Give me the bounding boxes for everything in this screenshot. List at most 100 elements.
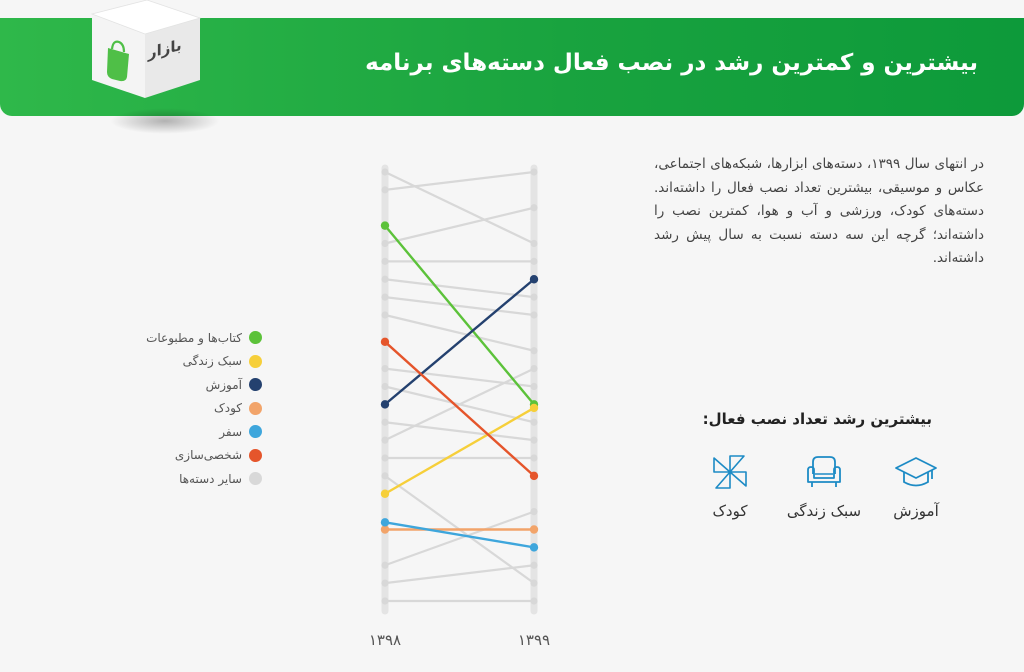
other-category-point (381, 293, 389, 301)
series-line-2 (384, 278, 535, 406)
bazaar-logo: بازار (82, 0, 207, 112)
other-category-point (530, 239, 538, 248)
x-axis-labels: ۱۳۹۸ ۱۳۹۹ (369, 631, 550, 649)
legend-item: کودک (146, 397, 262, 421)
series-line-1 (384, 406, 535, 495)
growth-item-education: آموزش (866, 452, 966, 520)
other-category-line (384, 170, 535, 191)
legend-swatch (249, 378, 262, 392)
other-category-point (530, 293, 538, 301)
other-category-point (381, 472, 389, 480)
legend-label: سبک زندگی (182, 354, 242, 369)
other-category-line (384, 206, 535, 245)
other-category-point (381, 454, 389, 462)
graduation-cap-icon (895, 457, 937, 487)
legend-swatch (249, 354, 262, 368)
other-category-point (530, 168, 538, 176)
other-category-line (384, 313, 535, 352)
other-category-point (381, 561, 389, 569)
legend-swatch (249, 401, 262, 415)
pinwheel-icon (713, 455, 747, 489)
other-category-point (530, 311, 538, 319)
other-category-line (384, 367, 535, 388)
legend-item: آموزش (146, 373, 262, 397)
legend-label: آموزش (205, 377, 242, 392)
armchair-icon (807, 456, 841, 487)
chart-legend: کتاب‌ها و مطبوعات سبک زندگی آموزش کودک سفر شخ… (146, 326, 262, 491)
growth-item-lifestyle: سبک زندگی (774, 452, 874, 520)
series-point-1-1398 (380, 489, 390, 498)
legend-item: سفر (146, 420, 262, 444)
other-category-point (530, 508, 538, 516)
logo-shadow (110, 108, 220, 134)
legend-swatch (249, 425, 262, 439)
other-category-point (530, 418, 538, 426)
highlighted-categories-lines (380, 221, 539, 552)
other-category-point (381, 311, 389, 319)
other-category-line (384, 367, 535, 442)
other-category-point (530, 257, 538, 265)
other-category-point (381, 382, 389, 391)
description-text: در انتهای سال ۱۳۹۹، دسته‌های ابزارها، شب… (654, 156, 984, 266)
other-category-point (381, 597, 389, 605)
other-category-line (384, 296, 535, 317)
x-tick-label: ۱۳۹۹ (518, 631, 550, 649)
other-category-point (530, 365, 538, 373)
legend-swatch (249, 448, 262, 462)
growth-item-label: سبک زندگی (786, 502, 862, 520)
other-category-point (381, 365, 389, 373)
series-point-3-1398 (380, 525, 390, 534)
x-tick-label: ۱۳۹۸ (369, 631, 401, 649)
legend-item: کتاب‌ها و مطبوعات (146, 326, 262, 350)
other-category-point (381, 186, 389, 194)
other-category-point (530, 382, 538, 391)
legend-swatch (249, 331, 262, 345)
other-category-point (381, 239, 389, 248)
page-title: بیشترین و کمترین رشد در نصب فعال دسته‌ها… (365, 50, 978, 76)
legend-label: سفر (219, 424, 242, 439)
growth-item-label: آموزش (893, 502, 939, 520)
series-point-2-1398 (380, 400, 390, 409)
other-category-line (384, 278, 535, 299)
other-category-point (530, 597, 538, 605)
legend-label: شخصی‌سازی (174, 448, 242, 463)
legend-swatch (249, 472, 262, 486)
series-point-4-1398 (380, 518, 390, 527)
legend-label: سایر دسته‌ها (179, 471, 242, 486)
other-category-point (381, 418, 389, 426)
other-category-point (530, 347, 538, 355)
series-line-5 (384, 340, 535, 477)
series-line-4 (384, 521, 535, 549)
other-category-line (384, 171, 535, 245)
other-categories-lines (381, 168, 538, 605)
shopping-bag-icon (107, 40, 129, 82)
other-category-point (381, 436, 389, 444)
legend-item: شخصی‌سازی (146, 444, 262, 468)
other-category-point (381, 579, 389, 587)
other-category-point (530, 454, 538, 462)
growth-item-label: کودک (712, 502, 748, 520)
other-category-point (381, 168, 389, 176)
series-point-4-1399 (529, 543, 539, 552)
growth-item-kids: کودک (680, 452, 780, 520)
legend-label: کتاب‌ها و مطبوعات (146, 330, 242, 345)
other-category-point (381, 275, 389, 283)
other-category-point (530, 579, 538, 587)
other-category-line (384, 510, 535, 567)
series-point-5-1399 (529, 471, 539, 481)
series-line-0 (384, 224, 535, 406)
legend-item: سبک زندگی (146, 350, 262, 374)
series-point-0-1398 (380, 221, 390, 230)
other-category-line (384, 564, 535, 585)
other-category-point (530, 436, 538, 444)
series-point-3-1399 (529, 525, 539, 534)
other-category-point (381, 257, 389, 265)
series-point-5-1398 (380, 337, 390, 347)
bazaar-logo-cube (90, 0, 202, 98)
other-category-point (530, 204, 538, 212)
series-point-1-1399 (529, 403, 539, 413)
other-category-line (384, 421, 535, 442)
legend-item: سایر دسته‌ها (146, 467, 262, 491)
series-point-2-1399 (529, 275, 539, 284)
